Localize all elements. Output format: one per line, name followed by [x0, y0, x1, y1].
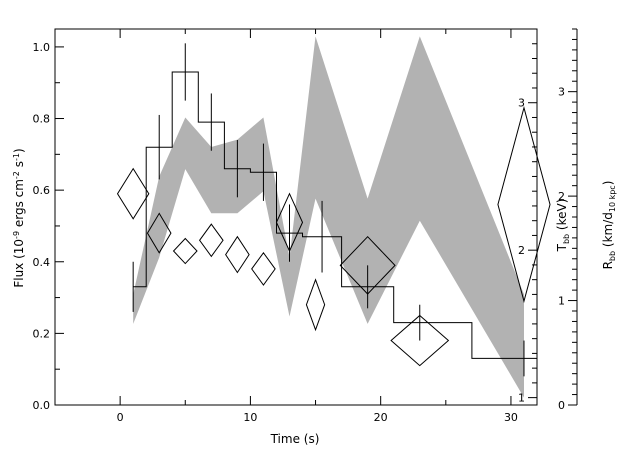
- radius-diamond: [116, 167, 150, 220]
- x-tick-label: 10: [243, 411, 257, 424]
- y-tick-label: 0.2: [33, 327, 51, 340]
- y-tick-label: 1.0: [33, 41, 51, 54]
- radius-diamond: [497, 105, 551, 304]
- radius-tick-label: 2: [558, 190, 565, 203]
- x-tick-label: 20: [374, 411, 388, 424]
- plot-frame: [54, 28, 538, 406]
- radius-diamond: [251, 251, 276, 286]
- radius-diamond: [305, 278, 326, 332]
- y-tick-label: 0.0: [33, 399, 51, 412]
- x-tick-label: 0: [117, 411, 124, 424]
- x-axis: 0 10 20 30: [54, 29, 518, 424]
- temperature-band: [133, 36, 524, 398]
- y-axis-title: Flux (10-9 ergs cm-2 s-1): [12, 148, 26, 287]
- y-tick-label: 0.4: [33, 256, 51, 269]
- radius-tick-label: 1: [558, 295, 565, 308]
- radius-diamond: [198, 223, 224, 258]
- radius-diamond: [390, 314, 450, 367]
- radius-tick-label: 3: [558, 86, 565, 99]
- radius-axis-title: Rbb (km/d10 kpc): [601, 181, 617, 270]
- x-axis-title: Time (s): [270, 432, 320, 446]
- radius-diamond: [275, 192, 304, 253]
- radius-axis: 0 1 2 3: [558, 28, 578, 412]
- radius-diamond: [225, 235, 250, 274]
- temperature-band-layer: [133, 36, 524, 398]
- temperature-tick-label: 3: [518, 97, 525, 110]
- flux-errorbar-layer: [132, 43, 525, 377]
- radius-diamond: [339, 235, 396, 295]
- y-tick-label: 0.8: [33, 113, 51, 126]
- radius-tick-label: 0: [558, 399, 565, 412]
- temperature-axis: 1 2 3: [518, 28, 537, 405]
- temperature-axis-title: Tbb (keV): [555, 199, 571, 253]
- radius-diamond-layer: [116, 105, 551, 367]
- y-tick-label: 0.6: [33, 184, 51, 197]
- radius-diamond: [146, 212, 172, 254]
- radius-diamond: [172, 237, 198, 265]
- temperature-tick-label: 2: [518, 244, 525, 257]
- x-tick-label: 30: [504, 411, 518, 424]
- y-axis: 0.0 0.2 0.4 0.6 0.8 1.0: [33, 41, 64, 412]
- temperature-tick-label: 1: [518, 392, 525, 405]
